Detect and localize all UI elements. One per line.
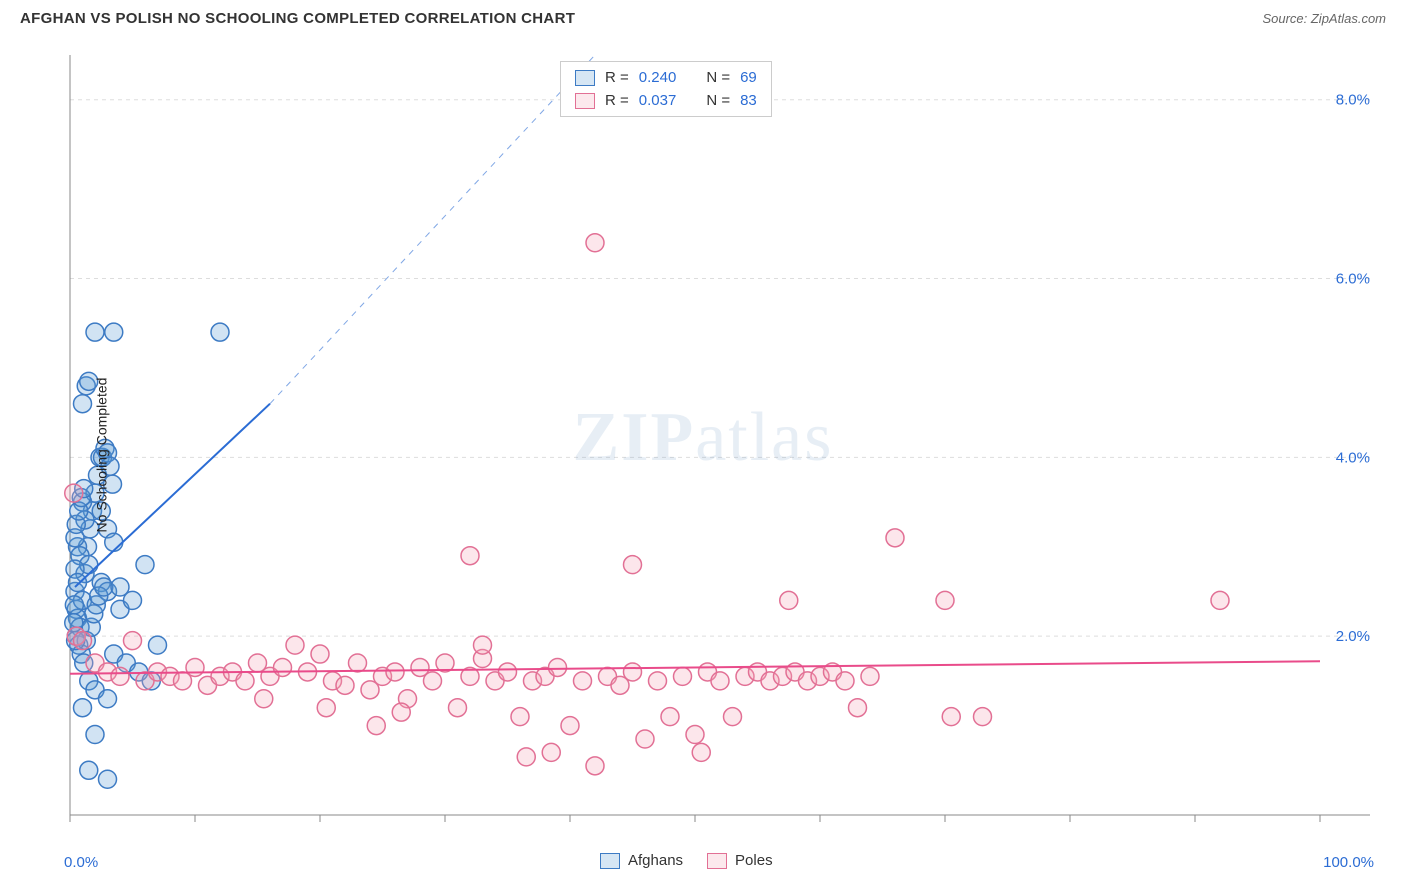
svg-text:2.0%: 2.0% bbox=[1336, 628, 1370, 645]
legend-label: Poles bbox=[735, 852, 773, 869]
scatter-chart: 2.0% 4.0% 6.0% 8.0% bbox=[20, 35, 1386, 875]
legend-series: Afghans Poles bbox=[600, 852, 773, 869]
r-value: 0.037 bbox=[639, 92, 677, 109]
legend-item: Poles bbox=[707, 852, 773, 869]
r-label: R = bbox=[605, 69, 629, 86]
legend-stat-row: R = 0.037 N = 83 bbox=[561, 89, 771, 112]
chart-title: AFGHAN VS POLISH NO SCHOOLING COMPLETED … bbox=[20, 10, 575, 27]
y-axis-label: No Schooling Completed bbox=[93, 378, 109, 533]
legend-swatch bbox=[707, 853, 727, 869]
n-label: N = bbox=[706, 69, 730, 86]
legend-swatch bbox=[600, 853, 620, 869]
legend-swatch bbox=[575, 70, 595, 86]
x-axis-max-label: 100.0% bbox=[1323, 854, 1374, 871]
legend-stat-row: R = 0.240 N = 69 bbox=[561, 66, 771, 89]
svg-text:6.0%: 6.0% bbox=[1336, 271, 1370, 288]
svg-text:4.0%: 4.0% bbox=[1336, 449, 1370, 466]
x-axis-min-label: 0.0% bbox=[64, 854, 98, 871]
legend-swatch bbox=[575, 93, 595, 109]
n-label: N = bbox=[706, 92, 730, 109]
r-value: 0.240 bbox=[639, 69, 677, 86]
source-attribution: Source: ZipAtlas.com bbox=[1262, 11, 1386, 26]
svg-text:8.0%: 8.0% bbox=[1336, 92, 1370, 109]
legend-stats-box: R = 0.240 N = 69 R = 0.037 N = 83 bbox=[560, 61, 772, 117]
n-value: 69 bbox=[740, 69, 757, 86]
chart-container: No Schooling Completed 2.0%4.0%6.0%8.0% … bbox=[20, 35, 1386, 875]
legend-item: Afghans bbox=[600, 852, 683, 869]
legend-label: Afghans bbox=[628, 852, 683, 869]
n-value: 83 bbox=[740, 92, 757, 109]
r-label: R = bbox=[605, 92, 629, 109]
